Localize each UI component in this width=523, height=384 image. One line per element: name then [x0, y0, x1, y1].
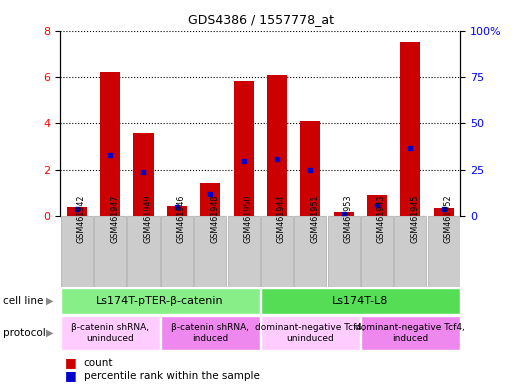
Bar — [167, 206, 187, 216]
Text: Ls174T-L8: Ls174T-L8 — [332, 296, 389, 306]
Bar — [434, 208, 453, 216]
Text: GSM461951: GSM461951 — [310, 194, 319, 243]
Text: β-catenin shRNA,
induced: β-catenin shRNA, induced — [171, 323, 249, 343]
Text: GDS4386 / 1557778_at: GDS4386 / 1557778_at — [188, 13, 335, 26]
Bar — [267, 75, 287, 216]
Bar — [400, 42, 420, 216]
Text: GSM461953: GSM461953 — [344, 194, 353, 243]
Text: GSM461943: GSM461943 — [377, 194, 386, 243]
Text: GSM461949: GSM461949 — [143, 194, 153, 243]
Bar — [361, 216, 393, 287]
Bar — [261, 316, 359, 350]
Text: GSM461947: GSM461947 — [110, 194, 119, 243]
Text: count: count — [84, 358, 113, 368]
Bar — [367, 195, 387, 216]
Bar — [261, 216, 293, 287]
Text: percentile rank within the sample: percentile rank within the sample — [84, 371, 259, 381]
Text: ■: ■ — [65, 369, 77, 382]
Text: GSM461952: GSM461952 — [444, 194, 452, 243]
Bar — [128, 216, 160, 287]
Bar — [133, 133, 154, 216]
Text: ▶: ▶ — [46, 296, 53, 306]
Text: dominant-negative Tcf4,
uninduced: dominant-negative Tcf4, uninduced — [255, 323, 365, 343]
Bar — [194, 216, 226, 287]
Bar — [228, 216, 259, 287]
Bar — [334, 212, 354, 216]
Bar — [428, 216, 460, 287]
Text: protocol: protocol — [3, 328, 46, 338]
Text: β-catenin shRNA,
uninduced: β-catenin shRNA, uninduced — [71, 323, 149, 343]
Bar — [61, 216, 93, 287]
Text: ▶: ▶ — [46, 328, 53, 338]
Bar — [67, 207, 87, 216]
Text: ■: ■ — [65, 356, 77, 369]
Text: GSM461950: GSM461950 — [244, 194, 253, 243]
Bar — [61, 288, 259, 314]
Bar — [161, 216, 193, 287]
Bar — [300, 121, 320, 216]
Bar — [94, 216, 126, 287]
Text: GSM461942: GSM461942 — [77, 194, 86, 243]
Text: GSM461946: GSM461946 — [177, 194, 186, 243]
Bar — [200, 182, 220, 216]
Bar — [294, 216, 326, 287]
Bar — [61, 316, 160, 350]
Bar — [394, 216, 426, 287]
Bar — [261, 288, 460, 314]
Bar — [100, 73, 120, 216]
Bar — [233, 81, 254, 216]
Text: GSM461945: GSM461945 — [410, 194, 419, 243]
Text: GSM461948: GSM461948 — [210, 194, 219, 243]
Bar — [361, 316, 460, 350]
Bar — [327, 216, 359, 287]
Bar — [161, 316, 259, 350]
Text: Ls174T-pTER-β-catenin: Ls174T-pTER-β-catenin — [96, 296, 224, 306]
Text: cell line: cell line — [3, 296, 43, 306]
Text: dominant-negative Tcf4,
induced: dominant-negative Tcf4, induced — [355, 323, 465, 343]
Text: GSM461944: GSM461944 — [277, 194, 286, 243]
